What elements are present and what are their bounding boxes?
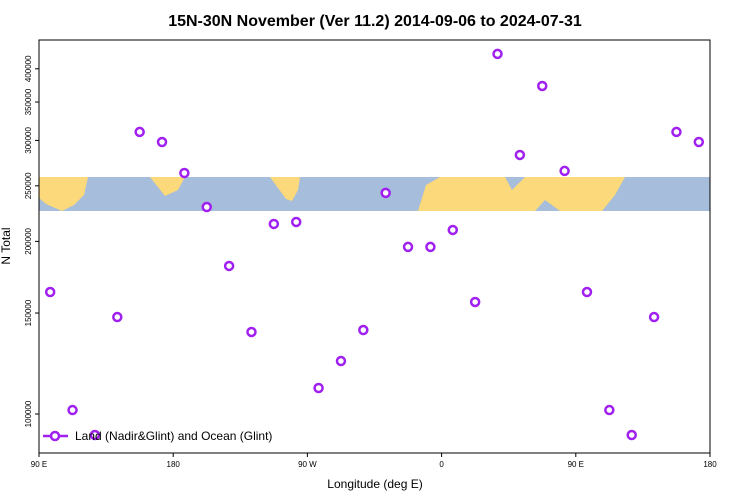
point [648,311,660,323]
y-tick-label: 250000 [24,172,33,199]
point [112,311,123,323]
x-axis-label: Longitude (deg E) [327,477,422,491]
map-land [270,177,300,201]
point [223,260,235,272]
chart-title: 15N-30N November (Ver 11.2) 2014-09-06 t… [168,13,582,30]
point [246,326,257,338]
point [335,355,347,367]
point [626,429,637,441]
x-tick-label: 180 [703,460,717,469]
point [44,286,56,298]
x-tick-label: 0 [439,460,444,469]
point [402,241,414,253]
point [179,167,190,179]
x-tick-label: 90 E [568,460,584,469]
y-axis-label: N Total [0,227,13,264]
point [290,216,302,228]
point [604,404,615,416]
point [67,404,78,416]
point [425,241,436,253]
map-land [39,177,88,211]
x-tick-label: 90 E [31,460,47,469]
map-land [150,177,185,196]
point [134,126,145,138]
point [201,201,212,213]
legend-marker [49,430,61,442]
point [380,187,391,199]
y-tick-label: 400000 [24,55,33,82]
point [268,218,280,230]
y-tick-label: 200000 [24,227,33,254]
point [581,286,593,298]
x-tick-label: 90 W [298,460,317,469]
point [358,324,369,336]
point [313,382,324,394]
map-band [39,177,710,211]
point [89,429,101,441]
y-tick-label: 150000 [24,299,33,326]
point [156,136,168,148]
y-tick-label: 300000 [24,127,33,154]
point [492,48,503,60]
point [447,224,459,236]
point [514,149,526,161]
legend-item: Land (Nadir&Glint) and Ocean (Glint) [43,429,272,443]
map-land [418,177,625,211]
y-tick-label: 350000 [24,88,33,115]
legend-label: Land (Nadir&Glint) and Ocean (Glint) [75,429,272,443]
y-tick-label: 100000 [24,400,33,427]
point [469,296,481,308]
plot-frame [38,39,711,454]
point [559,165,570,177]
point [537,80,548,92]
point [693,136,705,148]
point [671,126,682,138]
x-tick-label: 180 [167,460,181,469]
